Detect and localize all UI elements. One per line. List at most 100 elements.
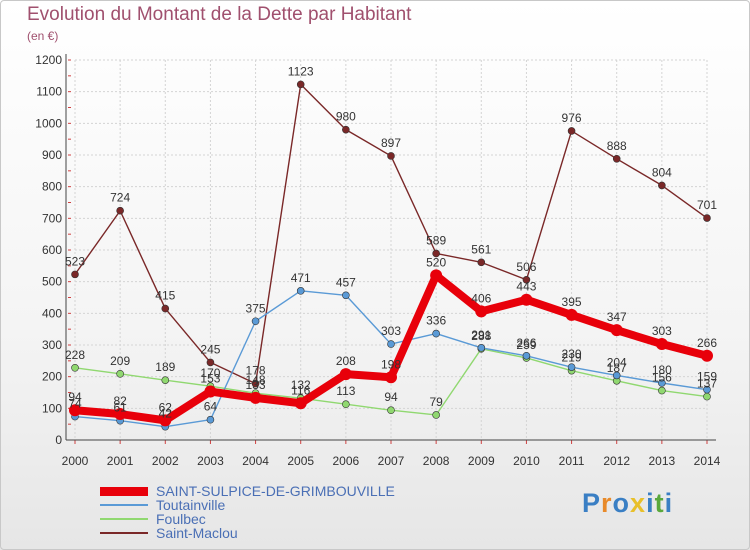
x-tick-label: 2011 [559, 454, 585, 468]
y-tick-label: 100 [42, 401, 62, 415]
data-point [430, 269, 443, 282]
legend-label: Foulbec [156, 511, 206, 527]
series-saint-maclou [71, 80, 711, 388]
data-point [114, 408, 127, 421]
data-label: 1123 [288, 64, 314, 78]
line-chart: 0 100 200 300 400 500 600 700 800 900 1000 1100 1200… [35, 53, 721, 468]
y-tick-label: 300 [42, 338, 62, 352]
data-point [342, 400, 350, 409]
x-tick-label: 2010 [513, 454, 540, 468]
data-point [387, 406, 395, 415]
logo-letter: P [582, 488, 602, 518]
legend-swatch [100, 486, 148, 496]
x-tick-label: 2001 [107, 454, 134, 468]
logo-letter: x [630, 488, 647, 518]
data-label: 336 [426, 314, 446, 328]
data-label: 230 [562, 347, 582, 361]
data-point [71, 270, 79, 279]
data-label: 561 [471, 242, 491, 256]
x-tick-label: 2004 [242, 454, 269, 468]
data-point [387, 152, 395, 160]
legend-swatch [100, 532, 148, 534]
data-label: 888 [607, 139, 627, 153]
data-point [206, 415, 215, 424]
data-label: 375 [246, 301, 266, 315]
data-label: 204 [607, 355, 627, 369]
data-label: 132 [291, 378, 311, 392]
data-point [387, 340, 395, 348]
data-label: 64 [204, 400, 218, 414]
y-tick-label: 500 [42, 275, 62, 289]
legend-item: SAINT-SULPICE-DE-GRIMBOUVILLE [100, 484, 395, 498]
y-tick-label: 1100 [36, 85, 62, 99]
data-point [477, 258, 486, 267]
data-label: 170 [200, 366, 220, 380]
data-label: 523 [65, 254, 85, 268]
data-point [296, 80, 305, 89]
series-saint-sulpice-de-grimbouville [69, 269, 713, 427]
data-label: 209 [110, 354, 130, 368]
data-point [703, 214, 711, 222]
data-point [658, 379, 666, 387]
data-label: 415 [155, 289, 175, 303]
data-label: 980 [336, 110, 356, 124]
data-label: 266 [516, 336, 536, 350]
logo-letter: t [654, 488, 665, 518]
data-label: 589 [426, 233, 446, 247]
data-point [567, 127, 576, 135]
data-point [701, 349, 713, 362]
legend-label: Saint-Maclou [156, 525, 238, 541]
data-label: 178 [246, 364, 266, 378]
data-point [294, 397, 307, 410]
logo-letter: r [601, 488, 613, 518]
data-point [432, 249, 440, 258]
data-label: 74 [68, 397, 82, 411]
y-tick-label: 800 [42, 180, 62, 194]
y-tick-label: 200 [42, 370, 62, 384]
data-point [432, 329, 440, 338]
data-label: 976 [562, 111, 582, 125]
data-point [612, 371, 621, 380]
data-label: 156 [652, 371, 672, 385]
logo-letter: i [664, 488, 674, 518]
data-point [385, 371, 397, 384]
data-label: 724 [110, 191, 130, 205]
data-label: 520 [426, 255, 446, 269]
data-point [477, 344, 486, 352]
legend-swatch [100, 504, 148, 506]
legend-item: Foulbec [100, 512, 395, 526]
logo-letter: i [646, 488, 655, 518]
data-label: 137 [697, 377, 717, 391]
data-label: 804 [652, 165, 672, 179]
data-point [116, 206, 124, 215]
y-tick-label: 1000 [35, 116, 62, 130]
data-label: 228 [65, 348, 85, 362]
y-tick-label: 700 [42, 211, 62, 225]
legend: SAINT-SULPICE-DE-GRIMBOUVILLE Toutainvill… [100, 484, 395, 540]
data-point [432, 411, 440, 419]
data-label: 133 [246, 378, 266, 392]
data-label: 303 [652, 324, 672, 338]
data-point [71, 363, 79, 372]
chart-title: Evolution du Montant de la Dette par Hab… [27, 4, 412, 25]
y-tick-label: 1200 [35, 53, 62, 67]
data-point [204, 385, 217, 398]
data-label: 443 [516, 280, 536, 294]
x-tick-label: 2000 [62, 454, 89, 468]
logo-letter: o [612, 488, 631, 518]
y-tick-label: 400 [42, 306, 62, 320]
data-label: 189 [155, 360, 175, 374]
data-label: 187 [607, 361, 627, 375]
x-tick-label: 2014 [694, 454, 721, 468]
data-point [565, 308, 578, 321]
data-label: 701 [697, 198, 717, 212]
x-tick-label: 2007 [378, 454, 405, 468]
data-point [658, 386, 666, 395]
data-point [658, 181, 666, 190]
data-point [522, 275, 531, 284]
data-point [612, 155, 621, 163]
data-label: 94 [68, 390, 82, 404]
y-tick-label: 900 [42, 148, 62, 162]
data-label: 42 [159, 407, 173, 421]
data-label: 457 [336, 275, 356, 289]
